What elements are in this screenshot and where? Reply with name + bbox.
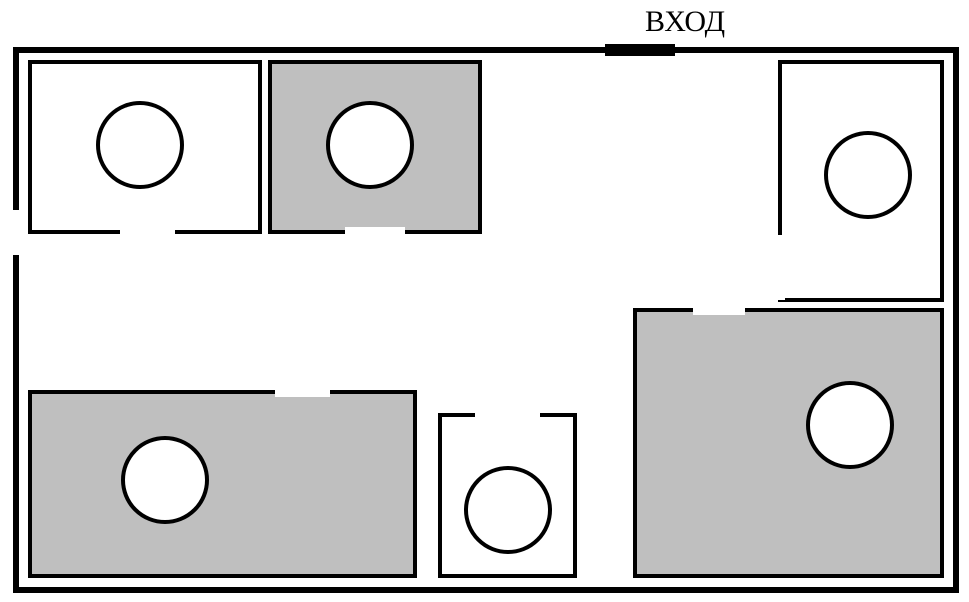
room-top-left-circle	[98, 103, 182, 187]
room-bottom-right-circle	[808, 383, 892, 467]
floorplan-svg	[0, 0, 969, 602]
room-bottom-left-circle	[123, 438, 207, 522]
room-bottom-mid-circle	[466, 468, 550, 552]
room-bottom-left	[30, 392, 415, 576]
entrance-layer	[605, 44, 675, 56]
room-bottom-right	[635, 310, 942, 576]
room-top-right-circle	[826, 133, 910, 217]
room-top-mid-circle	[328, 103, 412, 187]
entrance-marker	[605, 44, 675, 56]
